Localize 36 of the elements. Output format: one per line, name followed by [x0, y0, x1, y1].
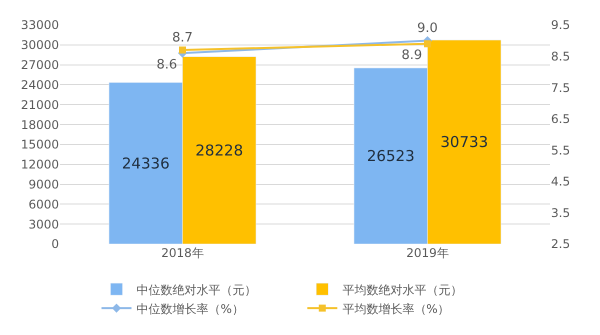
y-tick-label: 3000 [28, 217, 59, 232]
legend-label: 中位数增长率（%） [136, 302, 244, 316]
y2-tick-label: 3.5 [551, 206, 570, 220]
y-tick-label: 21000 [20, 98, 59, 112]
y-tick-label: 27000 [20, 58, 59, 72]
point [424, 40, 431, 48]
y-tick-label: 15000 [20, 138, 59, 152]
y-tick-label: 18000 [20, 118, 59, 132]
y2-tick-label: 8.5 [551, 49, 570, 64]
y2-tick-label: 7.5 [551, 80, 570, 95]
y2-tick-label: 2.5 [551, 237, 570, 252]
data-label: 9.0 [417, 21, 438, 36]
y-tick-label: 6000 [28, 197, 59, 212]
y-tick-label: 30000 [20, 38, 59, 52]
data-label: 8.9 [401, 48, 422, 63]
y-tick-label: 9000 [28, 177, 59, 192]
y-tick-label: 0 [51, 237, 59, 252]
y-tick-label: 24000 [20, 78, 59, 92]
legend-label: 平均数增长率（%） [342, 302, 450, 316]
legend-label: 中位数绝对水平（元） [136, 282, 256, 297]
y2-tick-label: 6.5 [551, 112, 570, 126]
data-label: 30733 [440, 133, 488, 152]
y-tick-label: 33000 [20, 18, 59, 32]
x-tick-label: 2019年 [406, 246, 449, 260]
y2-tick-label: 4.5 [551, 174, 570, 189]
data-label: 8.7 [172, 30, 193, 46]
data-label: 28228 [195, 141, 244, 160]
legend-label: 平均数绝对水平（元） [342, 282, 462, 297]
x-tick-label: 2018年 [161, 246, 204, 260]
data-label: 8.6 [156, 57, 178, 72]
y2-tick-label: 9.5 [551, 18, 570, 32]
y-tick-label: 12000 [20, 158, 59, 172]
data-label: 24336 [122, 154, 170, 172]
y2-tick-label: 5.5 [551, 143, 570, 158]
point [179, 46, 186, 54]
data-label: 26523 [366, 146, 415, 165]
